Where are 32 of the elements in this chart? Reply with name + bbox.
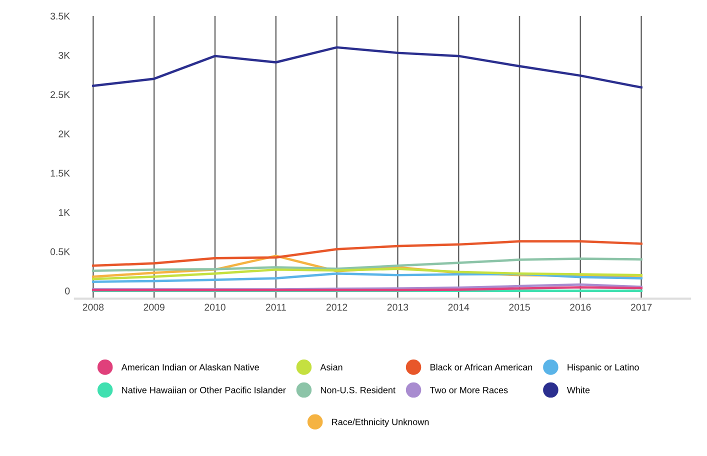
x-tick-label: 2010 [204,304,226,311]
y-tick-label: 2.5K [50,91,70,98]
legend-label: Non-U.S. Resident [320,386,396,394]
legend-label: Asian [320,364,342,370]
y-tick-label: 1K [58,209,70,216]
legend-label: Native Hawaiian or Other Pacific Islander [122,386,286,394]
x-tick-label: 2015 [509,304,530,311]
y-tick-label: 3.5K [50,12,70,20]
y-tick-label: 0.5K [50,248,70,256]
x-tick-label: 2014 [448,304,470,311]
legend-label: White [566,386,590,394]
legend-label: Hispanic or Latino [568,364,639,372]
line-series [92,46,642,89]
y-tick-label: 0 [65,288,70,294]
x-tick-label: 2012 [326,304,348,311]
x-tick-label: 2016 [570,304,591,311]
legend-label: Black or African American [430,364,532,370]
y-tick-label: 2K [58,130,70,138]
legend-label: Race/Ethnicity Unknown [332,418,429,427]
legend-label: Two or More Races [430,386,508,394]
legend-label: American Indian or Alaskan Native [121,364,259,370]
x-tick-label: 2008 [82,304,104,311]
line-series [92,272,642,283]
x-tick-label: 2013 [387,304,408,311]
x-tick-label: 2017 [630,304,652,311]
y-tick-label: 3K [58,52,70,59]
x-tick-label: 2009 [144,304,164,311]
line-series [92,240,642,267]
y-tick-label: 1.5K [50,170,70,177]
line-series [92,258,642,272]
line-series [92,268,642,280]
x-tick-label: 2011 [266,304,286,311]
